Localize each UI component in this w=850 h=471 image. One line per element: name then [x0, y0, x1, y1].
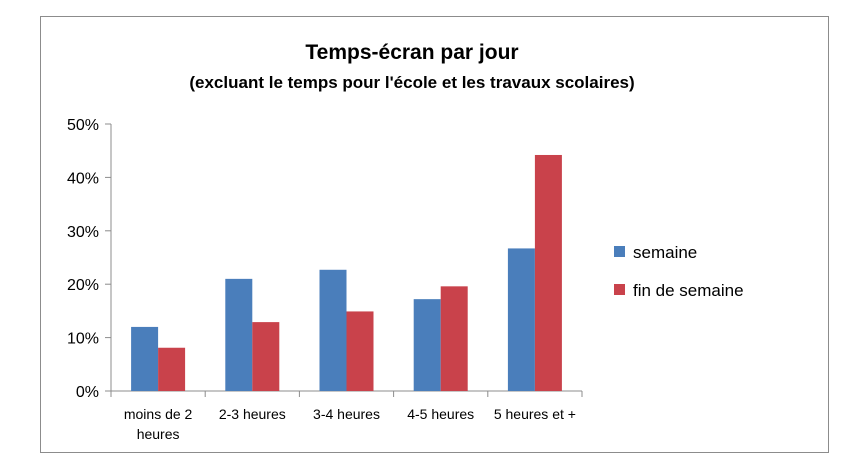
legend-swatch: [614, 246, 625, 257]
y-tick-label: 30%: [67, 224, 99, 241]
x-tick-label: heures: [137, 426, 180, 442]
bars: [131, 154, 562, 391]
bar-fin-de-semaine: [346, 311, 374, 391]
legend-label: fin de semaine: [633, 281, 744, 300]
bar-fin-de-semaine: [534, 154, 562, 391]
bar-fin-de-semaine: [440, 286, 468, 391]
y-tick-label: 0%: [76, 384, 99, 401]
y-tick-label: 10%: [67, 331, 99, 348]
axes: 0% 10% 20% 30% 40% 50% moins de 2 heures 2-3 heu…: [67, 117, 583, 442]
bar-semaine: [225, 278, 253, 391]
legend: semaine fin de semaine: [614, 243, 744, 300]
bar-semaine: [319, 269, 347, 391]
bar-semaine: [131, 326, 159, 391]
bar-fin-de-semaine: [252, 322, 280, 391]
y-tick-label: 20%: [67, 277, 99, 294]
legend-label: semaine: [633, 243, 697, 262]
bar-semaine: [507, 248, 535, 391]
bar-semaine: [413, 299, 441, 391]
y-tick-label: 50%: [67, 117, 99, 134]
y-tick-label: 40%: [67, 170, 99, 187]
x-tick-label: moins de 2: [124, 406, 193, 422]
bar-fin-de-semaine: [158, 347, 186, 391]
x-tick-label: 5 heures et +: [494, 406, 576, 422]
x-tick-label: 3-4 heures: [313, 406, 380, 422]
bar-chart: Temps-écran par jour (excluant le temps …: [67, 41, 744, 442]
legend-swatch: [614, 284, 625, 295]
chart-title: Temps-écran par jour: [305, 41, 518, 64]
x-tick-label: 2-3 heures: [219, 406, 286, 422]
chart-frame: Temps-écran par jour (excluant le temps …: [40, 16, 829, 453]
chart-subtitle: (excluant le temps pour l'école et les t…: [189, 73, 634, 92]
x-tick-label: 4-5 heures: [407, 406, 474, 422]
